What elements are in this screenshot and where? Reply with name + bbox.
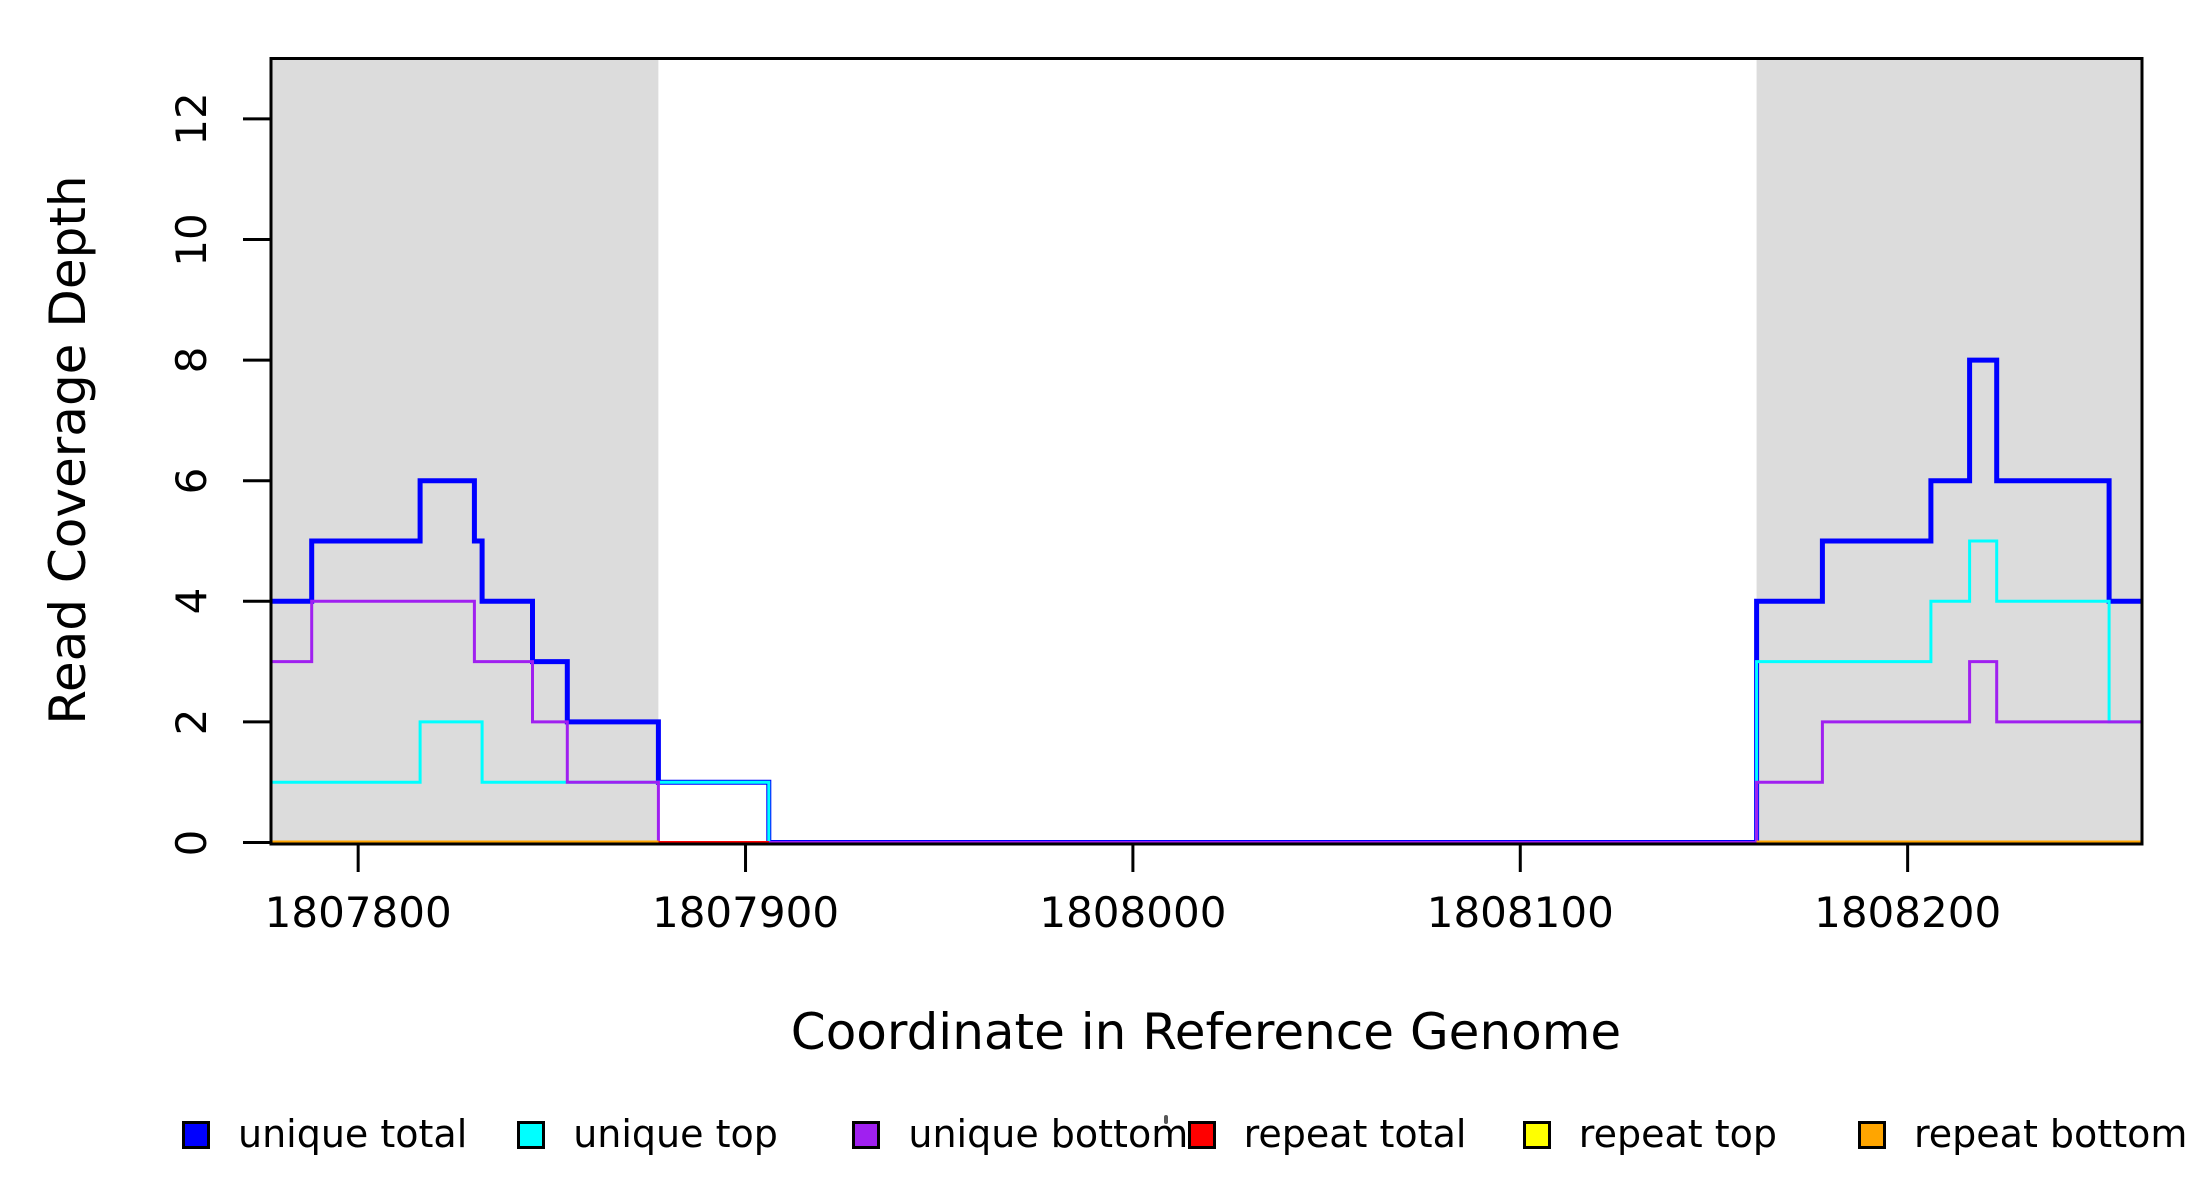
y-tick-label: 0 [167, 829, 216, 856]
x-tick-label: 1808000 [1039, 888, 1227, 937]
y-tick-label: 2 [167, 708, 216, 736]
x-tick-label: 1807800 [264, 888, 452, 937]
y-tick-label: 6 [167, 467, 216, 495]
legend-swatch [182, 1121, 210, 1149]
legend-label: repeat bottom [1914, 1112, 2188, 1156]
legend-label: repeat top [1578, 1112, 1777, 1156]
legend-label: unique top [573, 1112, 778, 1156]
legend-swatch [517, 1121, 546, 1149]
legend-swatch [1522, 1121, 1551, 1149]
y-tick-label: 4 [167, 587, 216, 615]
repeat-region-left [271, 58, 659, 844]
x-tick-label: 1808100 [1426, 888, 1614, 937]
plot-box [269, 57, 2144, 846]
legend-label: unique bottom [908, 1112, 1189, 1156]
y-axis-title: Read Coverage Depth [39, 175, 97, 725]
x-tick-label: 1807900 [651, 888, 840, 937]
x-axis-title: Coordinate in Reference Genome [790, 1003, 1622, 1061]
repeat-region-right [1756, 58, 2142, 844]
legend-label: unique total [238, 1112, 468, 1156]
legend-swatch [1858, 1121, 1886, 1149]
y-tick-label: 10 [167, 212, 216, 267]
y-tick-label: 12 [167, 92, 216, 146]
legend-swatch [1187, 1121, 1216, 1149]
stray-mark [1164, 1115, 1168, 1124]
series-unique-top [271, 539, 2142, 844]
x-tick-label: 1808200 [1814, 888, 2002, 937]
series-unique-bottom [271, 599, 2142, 844]
legend: unique total unique top unique bottom repea… [0, 1108, 2200, 1168]
y-tick-label: 8 [167, 346, 216, 374]
legend-swatch [852, 1121, 881, 1149]
legend-label: repeat total [1243, 1112, 1467, 1156]
